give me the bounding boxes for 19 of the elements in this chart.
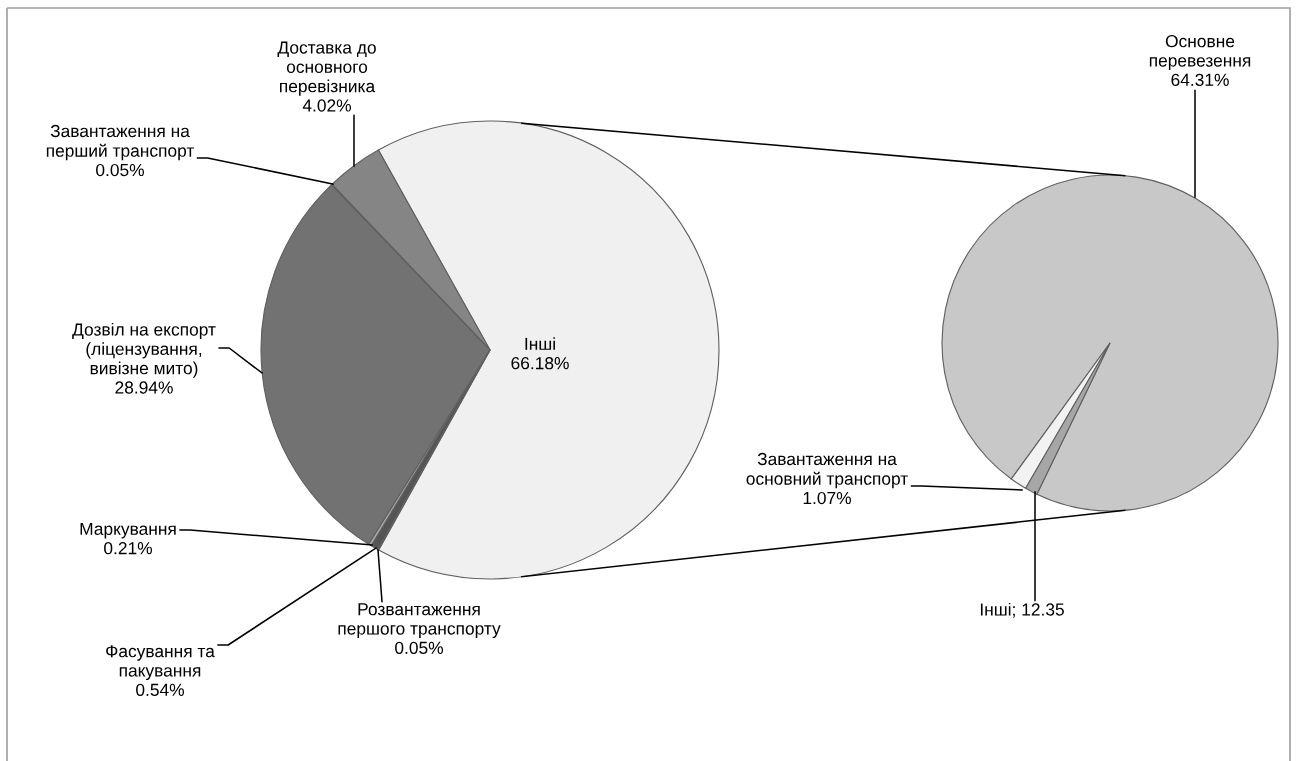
slice-label: Доставка до основного перевізника — [277, 41, 376, 96]
slice-label: Інші — [525, 337, 555, 350]
data-label: 28.94% — [115, 381, 173, 394]
slice-label: Інші; 12.35 — [980, 602, 1064, 618]
slice-label: Розвантаження першого транспорту — [338, 603, 501, 639]
data-label: 1.07% — [803, 491, 851, 505]
slice-label: Маркування — [80, 522, 176, 539]
data-label: 66.18% — [511, 357, 569, 370]
slice-label: Основне перевезення — [1149, 35, 1251, 71]
slice-label: Дозвіл на експорт (ліцензування, вивізне мито) — [72, 322, 216, 378]
data-label: 0.54% — [136, 683, 184, 696]
data-label: 0.05% — [395, 641, 443, 654]
data-label: 64.31% — [1171, 73, 1229, 86]
data-label: 4.02% — [302, 99, 351, 112]
slice-label: Завантаження на основний транспорт — [746, 452, 908, 489]
data-label: 0.05% — [96, 163, 144, 177]
data-label: 0.21% — [104, 542, 152, 555]
slice-label: Фасування та пакування — [106, 645, 215, 681]
slice-label: Завантаження на перший транспорт — [46, 124, 195, 161]
